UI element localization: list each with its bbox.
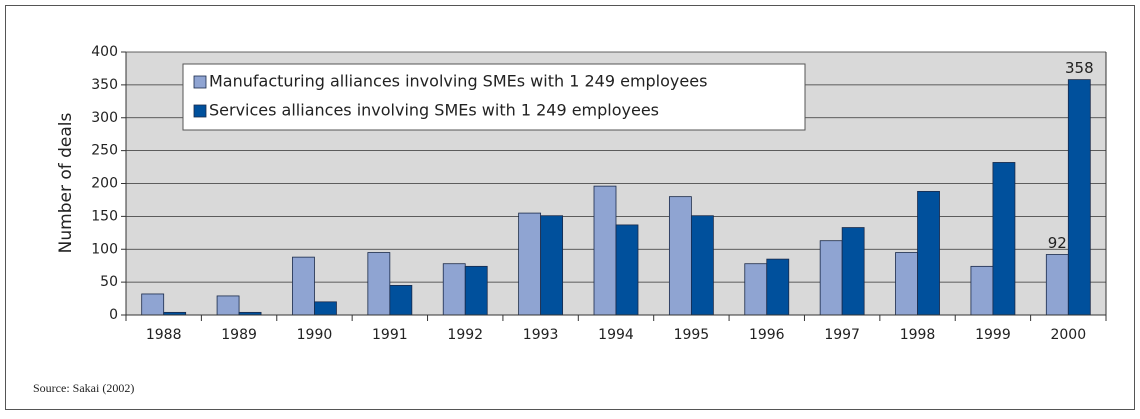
- source: Source: Sakai (2002): [33, 381, 134, 395]
- bar: [292, 256, 315, 316]
- legend-box: [182, 63, 806, 131]
- bar: [766, 258, 790, 316]
- x-tick-label: 1990: [297, 327, 333, 343]
- bar: [615, 224, 639, 316]
- bar: [216, 295, 240, 316]
- x-tick-label: 1996: [749, 327, 785, 343]
- bar: [1045, 254, 1069, 316]
- bar: [841, 227, 865, 316]
- bar: [141, 293, 165, 316]
- x-tick-label: 1989: [221, 327, 257, 343]
- bar: [1067, 79, 1091, 316]
- x-tick-label: 1994: [598, 327, 634, 343]
- y-tick-label: 250: [91, 143, 118, 159]
- bar: [518, 212, 542, 316]
- bar: [314, 301, 337, 316]
- bar: [917, 190, 940, 316]
- bar: [367, 252, 391, 316]
- y-tick-label: 100: [91, 241, 118, 257]
- legend-swatch: [193, 75, 207, 89]
- bar: [690, 215, 714, 316]
- bar: [992, 162, 1016, 316]
- y-tick-label: 400: [91, 44, 118, 60]
- y-tick-label: 200: [91, 176, 118, 192]
- y-tick-label: 150: [91, 208, 118, 224]
- x-tick-label: 1998: [900, 327, 936, 343]
- bar: [389, 285, 413, 316]
- legend-swatch: [193, 104, 207, 118]
- legend-label: Manufacturing alliances involving SMEs w…: [209, 72, 707, 91]
- x-tick-label: 1991: [372, 327, 408, 343]
- bar: [744, 263, 768, 316]
- data-label: 358: [1065, 59, 1094, 77]
- bar: [464, 265, 488, 316]
- bar: [970, 265, 994, 316]
- x-tick-label: 1995: [674, 327, 710, 343]
- y-tick-label: 50: [100, 274, 118, 290]
- x-tick-label: 1993: [523, 327, 559, 343]
- y-tick-label: 350: [91, 77, 118, 93]
- bar: [593, 185, 617, 316]
- bar: [668, 196, 692, 316]
- x-tick-label: 1988: [146, 327, 182, 343]
- y-axis-label: Number of deals: [56, 112, 76, 253]
- frame: [5, 5, 1135, 410]
- bar: [895, 252, 918, 316]
- y-tick-label: 300: [91, 110, 118, 126]
- x-tick-label: 2000: [1050, 327, 1086, 343]
- x-tick-label: 1997: [824, 327, 860, 343]
- x-tick-label: 1999: [975, 327, 1011, 343]
- data-label: 92: [1048, 234, 1067, 252]
- bar: [540, 215, 564, 316]
- bar: [819, 240, 843, 316]
- y-tick-label: 0: [109, 307, 118, 323]
- x-tick-label: 1992: [447, 327, 483, 343]
- legend-label: Services alliances involving SMEs with 1…: [209, 101, 659, 120]
- bar: [442, 263, 466, 316]
